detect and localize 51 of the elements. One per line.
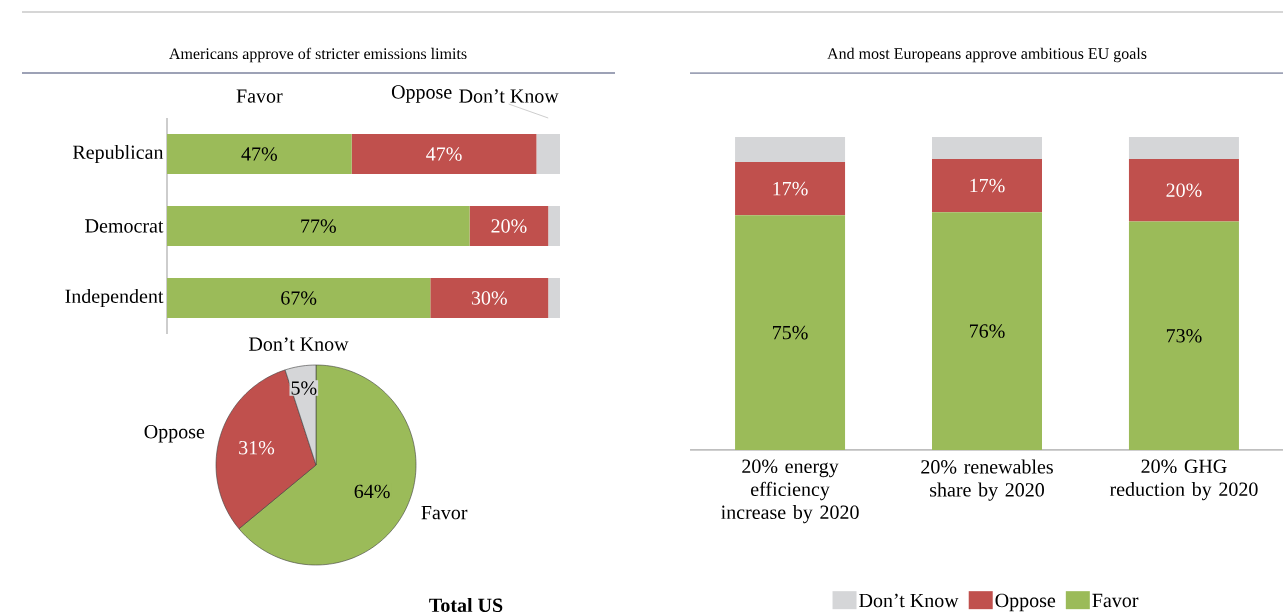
chart-title: Americans approve of stricter emissions limits bbox=[169, 47, 467, 63]
data-label: 17% bbox=[773, 181, 808, 196]
data-label: 75% bbox=[773, 325, 808, 340]
data-label: 73% bbox=[1166, 328, 1202, 343]
bar bbox=[932, 158, 1042, 213]
text: Total US bbox=[429, 597, 503, 613]
bar bbox=[167, 134, 352, 175]
data-label: 5% bbox=[291, 381, 317, 395]
data-label: 20% bbox=[1166, 183, 1202, 197]
series-label: Oppose bbox=[391, 85, 452, 103]
data-label: 76% bbox=[969, 324, 1005, 338]
legend-label: Don’t Know bbox=[859, 593, 959, 608]
bar bbox=[1128, 158, 1239, 222]
data-label: 47% bbox=[426, 147, 462, 161]
data-label: 31% bbox=[239, 440, 275, 455]
legend-label: Oppose bbox=[995, 593, 1056, 612]
series-label: Favor bbox=[236, 89, 283, 103]
x-tick-label: 20% GHG reduction by 2020 bbox=[1109, 459, 1258, 501]
data-label: 47% bbox=[241, 147, 278, 161]
data-label: 77% bbox=[301, 219, 336, 233]
x-tick-label: 20% energy efficiency increase by 2020 bbox=[721, 459, 859, 524]
bar bbox=[351, 134, 537, 175]
data-label: 17% bbox=[970, 178, 1005, 193]
bar bbox=[932, 137, 1042, 159]
data-label: 30% bbox=[471, 291, 507, 305]
y-tick-label: Republican bbox=[72, 144, 164, 164]
bar bbox=[167, 278, 431, 319]
x-tick-label: 20% renewables share by 2020 bbox=[921, 459, 1053, 501]
slice-label: Favor bbox=[421, 506, 468, 520]
data-label: 67% bbox=[281, 291, 317, 305]
chart-title: And most Europeans approve ambitious EU goals bbox=[827, 47, 1147, 63]
slice-label: Don’t Know bbox=[248, 337, 349, 351]
bar bbox=[932, 212, 1042, 451]
bar bbox=[469, 206, 549, 247]
bar bbox=[1128, 221, 1239, 451]
bar bbox=[735, 215, 846, 451]
series-label: Don’t Know bbox=[459, 89, 559, 103]
bar bbox=[735, 137, 846, 163]
y-tick-label: Independent bbox=[65, 288, 164, 308]
bar bbox=[548, 278, 561, 319]
y-tick-label: Democrat bbox=[85, 219, 164, 233]
bar bbox=[167, 206, 470, 247]
bar bbox=[735, 162, 846, 216]
bar bbox=[1128, 137, 1239, 159]
bar bbox=[548, 206, 561, 247]
bar bbox=[430, 278, 549, 319]
data-label: 64% bbox=[354, 484, 390, 499]
slice-label: Oppose bbox=[144, 425, 205, 443]
legend-label: Favor bbox=[1092, 593, 1139, 608]
bar bbox=[536, 134, 561, 175]
data-label: 20% bbox=[491, 219, 527, 233]
